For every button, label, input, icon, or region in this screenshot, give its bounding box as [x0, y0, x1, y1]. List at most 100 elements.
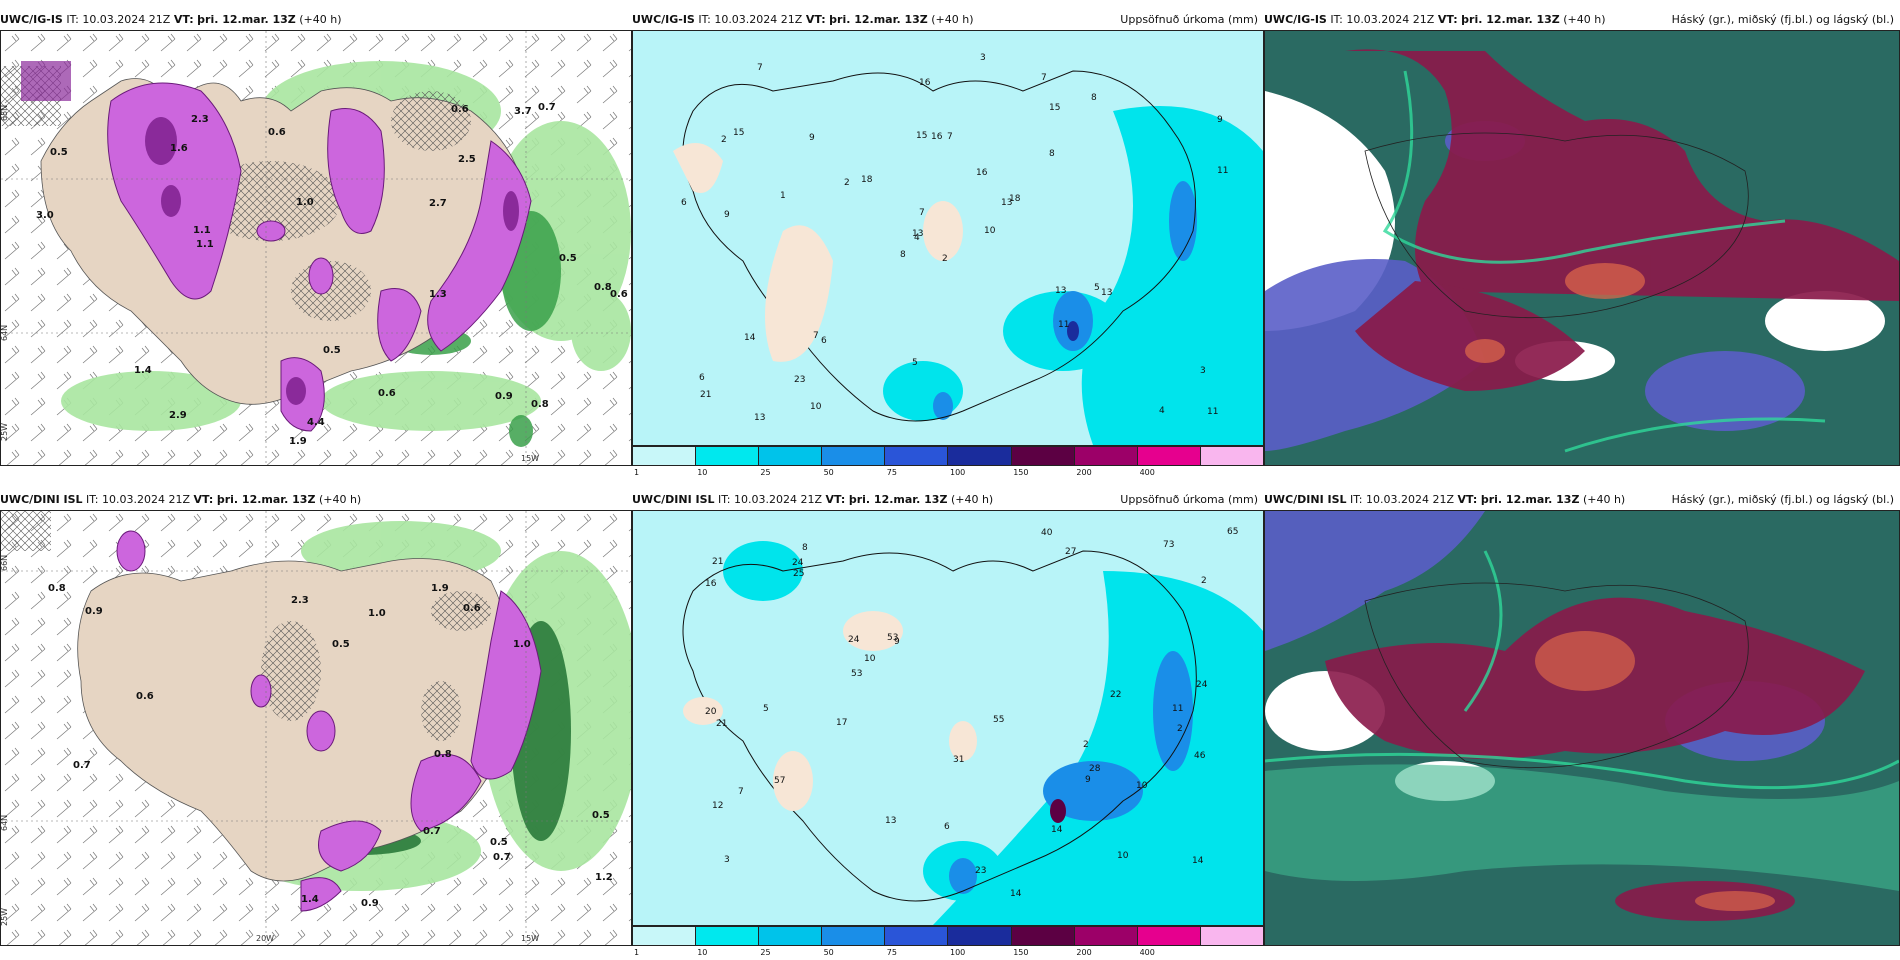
snow-map[interactable]: 0.5 0.7 0.8 1.0 1.4 2.3 0.9 1.9 0.6 0.7 0.5 1.0 0.8 0…: [0, 510, 632, 946]
value-label: 9: [1085, 775, 1091, 785]
value-label: 7: [947, 132, 953, 142]
lead-time: (+40 h): [1582, 493, 1626, 506]
panel-bottom-right-clouds: UWC/DINI ISL IT: 10.03.2024 21Z VT: þri.…: [1264, 490, 1900, 946]
value-label: 2: [1177, 724, 1183, 734]
colorbar-tick: 150: [1013, 948, 1029, 957]
value-label: 2: [721, 135, 727, 145]
value-label: 55: [993, 715, 1004, 725]
lead-time: (+40 h): [931, 13, 974, 26]
value-label: 0.8: [48, 583, 66, 594]
value-label: 0.8: [594, 282, 612, 293]
panel-header: UWC/IG-IS IT: 10.03.2024 21Z VT: þri. 12…: [0, 10, 632, 30]
lead-time: (+40 h): [1563, 13, 1606, 26]
value-label: 18: [1009, 194, 1021, 204]
lon-label-20w: 20W: [256, 934, 274, 943]
value-label: 20: [705, 707, 717, 717]
valid-time: þri. 12.mar. 13Z: [848, 493, 948, 506]
value-label: 13: [1055, 286, 1066, 296]
value-label: 10: [1117, 851, 1129, 861]
colorbar-tick: 1: [634, 468, 640, 477]
value-label: 0.5: [490, 837, 508, 848]
colorbar-swatch: [1200, 927, 1263, 945]
value-label: 27: [1065, 547, 1076, 557]
cloud-map-svg: [1265, 511, 1899, 945]
value-label: 0.9: [85, 606, 103, 617]
colorbar-swatch: [696, 447, 760, 465]
value-label: 9: [1217, 115, 1223, 125]
value-label: 16: [705, 579, 717, 589]
value-label: 2.9: [169, 410, 187, 421]
colorbar-tick: 50: [823, 948, 834, 957]
value-label: 8: [1049, 149, 1055, 159]
snow-core: [21, 61, 519, 405]
colorbar-tick: 75: [886, 468, 897, 477]
value-label: 2.5: [458, 154, 476, 165]
lead-time: (+40 h): [950, 493, 994, 506]
value-label: 53: [887, 633, 898, 643]
cloud-map[interactable]: [1264, 510, 1900, 946]
value-label: 10: [1136, 781, 1148, 791]
value-label: 7: [919, 208, 925, 218]
value-label: 57: [774, 776, 785, 786]
panel-field-title: Uppsöfnuð úrkoma (mm): [1120, 13, 1258, 26]
value-label: 6: [944, 822, 950, 832]
lat-label-25w: 25W: [1, 908, 9, 926]
colorbar-tick: 50: [823, 468, 834, 477]
valid-time: þri. 12.mar. 13Z: [1480, 493, 1580, 506]
value-label: 16: [919, 78, 931, 88]
panel-field-title: Háský (gr.), miðský (fj.bl.) og lágský (…: [1671, 493, 1894, 506]
cloud-map[interactable]: [1264, 30, 1900, 466]
value-label: 4.4: [307, 417, 325, 428]
value-label: 18: [861, 175, 873, 185]
valid-time-label: VT:: [173, 13, 194, 26]
value-label: 13: [1001, 198, 1012, 208]
value-label: 11: [1217, 166, 1228, 176]
panel-bottom-middle-precip: UWC/DINI ISL IT: 10.03.2024 21Z VT: þri.…: [632, 490, 1264, 957]
value-label: 24: [848, 635, 860, 645]
value-label: 28: [1089, 764, 1101, 774]
precip-map[interactable]: 2 2 3 8 9 10 12 27 24 14 16 20 21 14 13 24 31 55 53 57 65 73 5…: [632, 510, 1264, 926]
iceland-coast: [682, 70, 1196, 422]
panel-header: UWC/DINI ISL IT: 10.03.2024 21Z VT: þri.…: [0, 490, 632, 510]
colorbar-swatch: [1137, 927, 1201, 945]
value-label: 0.5: [559, 253, 577, 264]
snow-map[interactable]: 0.5 1.6 2.7 4.4 3.7 1.9 1.3 1.1 0.7 0.6 0.8 2.3 2.5 1…: [0, 30, 632, 466]
model-name: UWC/IG-IS: [632, 13, 695, 26]
value-label: 15: [916, 131, 927, 141]
value-label: 5: [912, 358, 918, 368]
value-label: 13: [754, 413, 765, 423]
value-label: 0.6: [378, 388, 396, 399]
value-label: 0.7: [538, 102, 556, 113]
init-time: IT: 10.03.2024 21Z: [66, 13, 171, 26]
colorbar-tick: 1: [634, 948, 640, 957]
value-label: 8: [900, 250, 906, 260]
value-label: 7: [813, 331, 819, 341]
colorbar-swatch: [1200, 447, 1263, 465]
valid-time-label: VT:: [1437, 13, 1458, 26]
panel-header: UWC/DINI ISL IT: 10.03.2024 21Z VT: þri.…: [632, 490, 1264, 510]
colorbar-swatch: [633, 447, 697, 465]
value-label: 0.6: [463, 603, 481, 614]
cloud-map-svg: [1265, 31, 1899, 465]
precip-map[interactable]: 2 2 4 6 13 6 7 7 15 10 7 11 9 9 8 8 13 15 16 14 18 21 23 16 18 13…: [632, 30, 1264, 446]
value-label: 9: [809, 133, 815, 143]
colorbar-tick: 100: [950, 948, 966, 957]
precip-map-svg: 2238910122724141620211413243155535765735…: [633, 511, 1263, 925]
value-label: 24: [792, 558, 804, 568]
value-label: 1.4: [301, 894, 319, 905]
value-label: 13: [885, 816, 896, 826]
value-label: 0.5: [50, 147, 68, 158]
snow-areas: [116, 530, 542, 912]
value-label: 40: [1041, 528, 1053, 538]
value-label: 14: [1051, 825, 1063, 835]
value-label: 4: [1159, 406, 1165, 416]
value-label: 14: [1192, 856, 1204, 866]
colorbar-tick: 25: [760, 948, 771, 957]
value-label: 21: [716, 719, 727, 729]
init-time: IT: 10.03.2024 21Z: [1350, 493, 1455, 506]
value-label: 31: [953, 755, 964, 765]
value-label: 46: [1194, 751, 1206, 761]
low-cloud-edges: [1382, 70, 1826, 453]
colorbar: [632, 446, 1264, 466]
value-label: 1.0: [513, 639, 531, 650]
